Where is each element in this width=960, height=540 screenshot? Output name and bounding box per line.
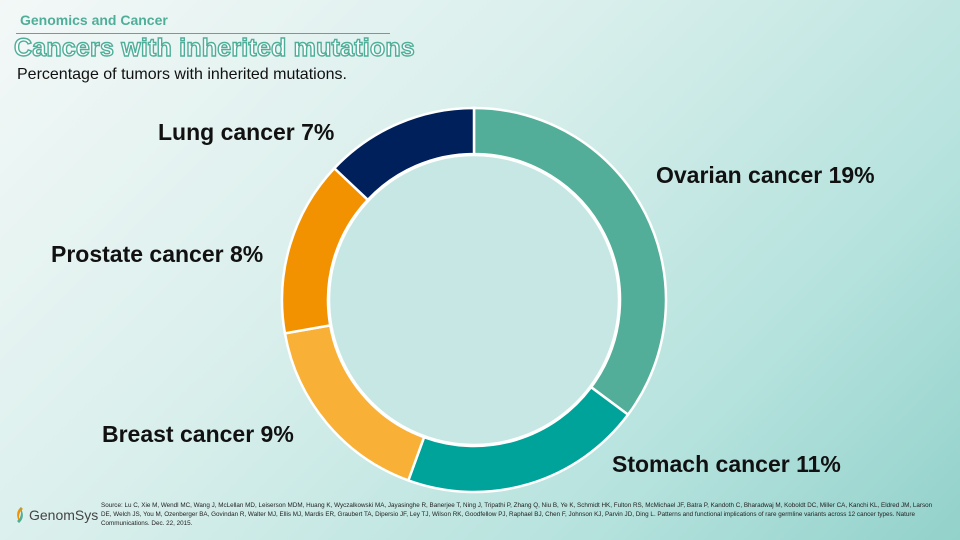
label-prostate-cancer: Prostate cancer 8% — [51, 241, 264, 267]
logo-mark-icon — [17, 507, 23, 523]
header-divider — [16, 33, 390, 34]
source-citation: Source: Lu C, Xie M, Wendl MC, Wang J, M… — [101, 502, 933, 527]
page-title: Cancers with inherited mutations — [13, 33, 415, 62]
genomsys-logo: GenomSys — [14, 506, 98, 524]
donut-hole — [327, 153, 621, 447]
section-label: Genomics and Cancer — [20, 12, 168, 28]
label-lung-cancer: Lung cancer 7% — [158, 119, 335, 145]
label-breast-cancer: Breast cancer 9% — [102, 421, 294, 447]
label-ovarian-cancer: Ovarian cancer 19% — [656, 162, 875, 188]
label-stomach-cancer: Stomach cancer 11% — [612, 451, 841, 477]
logo-text: GenomSys — [29, 507, 99, 523]
chart-subtitle: Percentage of tumors with inherited muta… — [17, 66, 347, 83]
